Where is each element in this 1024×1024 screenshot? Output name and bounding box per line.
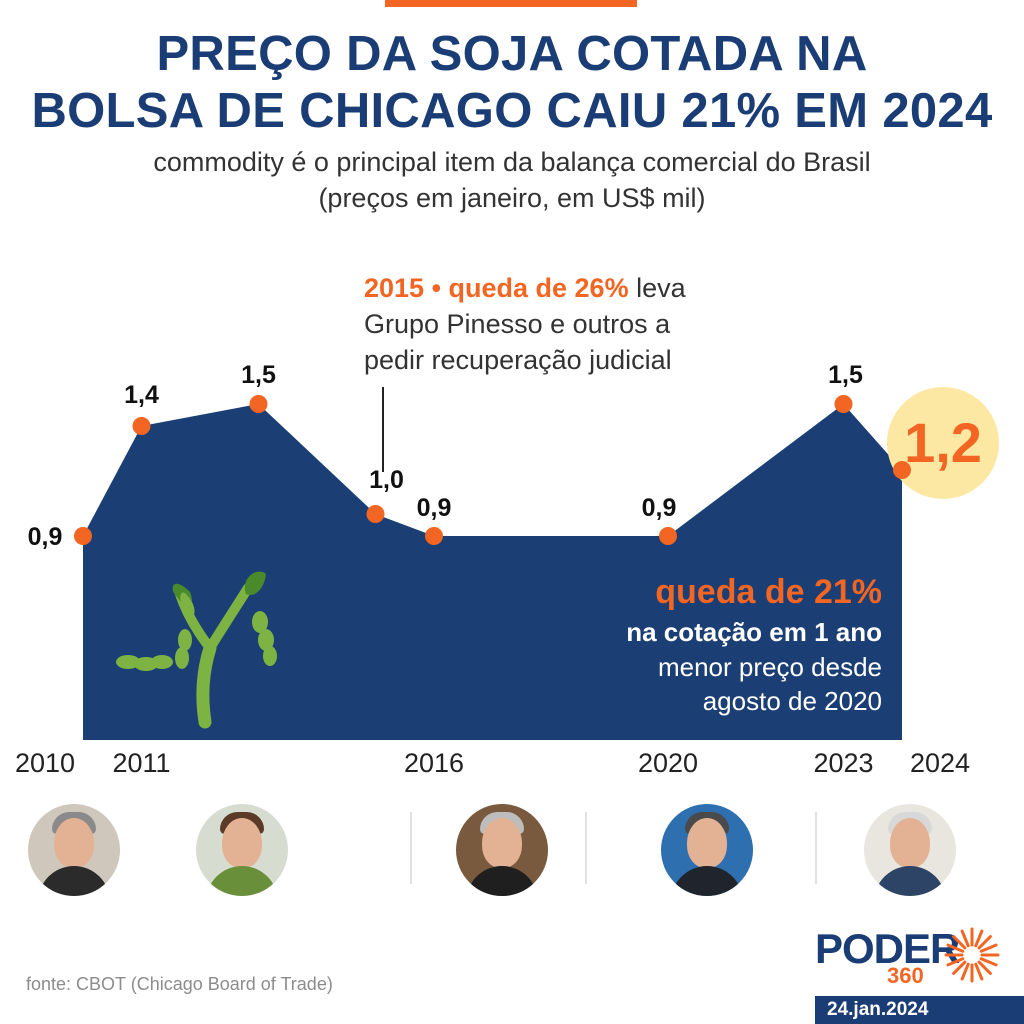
sunburst-icon (944, 927, 1000, 983)
sunburst-ray (974, 962, 984, 981)
x-tick-label: 2023 (813, 748, 873, 778)
logo-number: 360 (887, 963, 924, 988)
callout-line-3: menor preço desde (657, 652, 882, 682)
data-point (893, 461, 911, 479)
callout-line-4: agosto de 2020 (702, 686, 882, 716)
sunburst-ray (960, 962, 970, 981)
sunburst-ray (977, 960, 992, 975)
date-badge: 24.jan.2024 (815, 996, 1024, 1024)
highlight-layer (887, 387, 999, 499)
data-label: 0,9 (28, 523, 63, 551)
annotation-line-3: pedir recuperação judicial (364, 345, 672, 375)
data-label: 1,0 (369, 466, 404, 494)
presidents-row (0, 800, 1024, 900)
data-point (132, 417, 151, 435)
data-points (74, 395, 911, 545)
data-point (74, 527, 92, 545)
logo-wordmark: PODER (815, 925, 960, 972)
callout-line-2: na cotação em 1 ano (626, 617, 882, 647)
sunburst-ray (979, 943, 998, 953)
president-portrait-dilma (196, 804, 288, 896)
sunburst-ray (946, 943, 965, 953)
drop-callout: queda de 21% na cotação em 1 ano menor p… (462, 570, 882, 718)
x-tick-label: 2024 (910, 748, 970, 778)
data-point (366, 505, 385, 523)
data-label: 0,9 (642, 494, 677, 522)
data-labels: 0,9 1,4 1,5 1,0 0,9 0,9 1,5 1,2 (28, 361, 982, 551)
data-point (659, 527, 677, 545)
data-point (834, 395, 853, 413)
data-point (249, 395, 268, 413)
x-tick-label: 2010 (15, 748, 75, 778)
president-portrait-bolsonaro (661, 804, 753, 896)
subtitle-line-1: commodity é o principal item da balança … (153, 147, 871, 177)
data-label: 1,5 (241, 361, 276, 389)
annotation-2015: 2015 • queda de 26% leva Grupo Pinesso e… (364, 270, 754, 378)
soy-plant-icon (116, 571, 277, 729)
page-title: PREÇO DA SOJA COTADA NA BOLSA DE CHICAGO… (0, 26, 1024, 140)
sunburst-ray (960, 929, 970, 948)
data-point (425, 527, 443, 545)
price-area (83, 404, 902, 740)
top-accent-bar (385, 0, 637, 7)
subtitle-line-2: (preços em janeiro, em US$ mil) (318, 183, 706, 213)
data-label-highlight: 1,2 (904, 411, 982, 474)
x-tick-label: 2011 (112, 748, 170, 778)
x-tick-label: 2020 (638, 748, 698, 778)
data-label: 1,5 (828, 361, 863, 389)
data-label: 1,4 (124, 381, 159, 409)
sunburst-ray (974, 929, 984, 948)
highlight-bubble (887, 387, 999, 499)
sunburst-ray (946, 957, 965, 967)
callout-line-1: queda de 21% (655, 573, 882, 611)
president-portrait-lula-2010 (28, 804, 120, 896)
page-subtitle: commodity é o principal item da balança … (0, 144, 1024, 216)
source-note: fonte: CBOT (Chicago Board of Trade) (26, 974, 333, 994)
data-label: 0,9 (417, 494, 452, 522)
sunburst-ray (952, 935, 967, 950)
annotation-line-1-rest: leva (628, 273, 686, 303)
sunburst-ray (952, 960, 967, 975)
term-divider (585, 812, 587, 884)
x-axis-tick-labels: 2010 2011 2016 2020 2023 2024 (15, 748, 970, 778)
term-divider (815, 812, 817, 884)
title-line-1: PREÇO DA SOJA COTADA NA (156, 27, 868, 81)
sunburst-ray (977, 935, 992, 950)
title-line-2: BOLSA DE CHICAGO CAIU 21% EM 2024 (31, 84, 993, 138)
sunburst-ray (979, 957, 998, 967)
president-portrait-temer (456, 804, 548, 896)
annotation-highlight: 2015 • queda de 26% (364, 273, 629, 303)
poder360-logo: PODER 360 (815, 926, 1005, 990)
x-tick-label: 2016 (404, 748, 464, 778)
term-divider (410, 812, 412, 884)
annotation-line-2: Grupo Pinesso e outros a (364, 309, 671, 339)
president-portrait-lula-2024 (864, 804, 956, 896)
